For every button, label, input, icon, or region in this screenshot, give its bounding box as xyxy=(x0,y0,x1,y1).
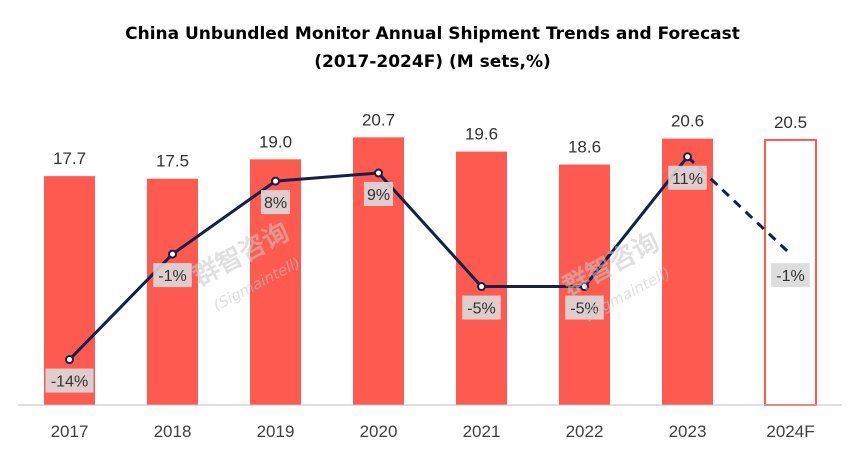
growth-label-2024F: -1% xyxy=(776,268,804,285)
bar-value-label-2018: 17.5 xyxy=(156,152,189,171)
growth-label-box-2018 xyxy=(153,263,192,288)
x-tick-label-2022: 2022 xyxy=(566,422,604,441)
growth-label-2017: -14% xyxy=(51,374,88,391)
growth-point-2023 xyxy=(683,152,692,162)
bar-value-label-2021: 19.6 xyxy=(465,125,498,144)
chart-title-line1: China Unbundled Monitor Annual Shipment … xyxy=(125,24,740,44)
x-tick-label-2021: 2021 xyxy=(463,422,501,441)
growth-label-2022: -5% xyxy=(570,301,598,318)
growth-label-2021: -5% xyxy=(467,301,495,318)
growth-label-2020: 9% xyxy=(367,187,390,204)
bar-value-label-2020: 20.7 xyxy=(362,110,395,129)
bar-2020 xyxy=(353,137,404,406)
bar-2021 xyxy=(456,151,507,405)
x-tick-label-2018: 2018 xyxy=(154,422,192,441)
growth-line-group: -14% -1% 8% 9% -5% -5% 11% -1% xyxy=(45,152,810,393)
growth-label-box-2020 xyxy=(364,182,393,206)
chart-title-line2: (2017-2024F) (M sets,%) xyxy=(314,52,551,72)
growth-point-2020 xyxy=(374,168,383,178)
growth-point-2019 xyxy=(271,176,280,186)
growth-point-2018 xyxy=(168,249,177,259)
growth-label-box-2024F xyxy=(771,263,810,288)
growth-label-box-2019 xyxy=(261,190,290,215)
growth-label-box-2017 xyxy=(45,368,94,393)
bar-2018 xyxy=(147,178,198,405)
growth-label-box-2022 xyxy=(565,295,604,320)
bar-value-label-2023: 20.6 xyxy=(671,112,704,131)
growth-label-2023: 11% xyxy=(672,171,703,188)
bar-value-label-2017: 17.7 xyxy=(53,149,86,168)
x-tick-label-2017: 2017 xyxy=(51,422,89,441)
x-tick-label-2020: 2020 xyxy=(360,422,398,441)
x-axis: 2017 2018 2019 2020 2021 2022 2023 2024F xyxy=(18,404,842,441)
bar-value-label-2019: 19.0 xyxy=(259,132,292,151)
growth-label-2019: 8% xyxy=(264,195,287,212)
x-tick-label-2023: 2023 xyxy=(669,422,707,441)
growth-label-2018: -1% xyxy=(158,268,186,285)
growth-label-box-2023 xyxy=(668,165,707,190)
chart-title: China Unbundled Monitor Annual Shipment … xyxy=(0,20,865,76)
bar-value-label-2024F: 20.5 xyxy=(774,113,807,132)
growth-point-2022 xyxy=(580,282,589,292)
x-tick-label-2019: 2019 xyxy=(257,422,295,441)
growth-point-2017 xyxy=(65,355,74,365)
bar-value-label-2022: 18.6 xyxy=(568,137,601,156)
growth-point-2021 xyxy=(477,282,486,292)
bar-group: 17.7 17.5 19.0 20.7 19.6 18.6 20.6 20.5 xyxy=(44,110,817,406)
bar-2017 xyxy=(44,176,95,405)
growth-label-box-2021 xyxy=(462,295,501,320)
x-tick-label-2024F: 2024F xyxy=(766,422,814,441)
